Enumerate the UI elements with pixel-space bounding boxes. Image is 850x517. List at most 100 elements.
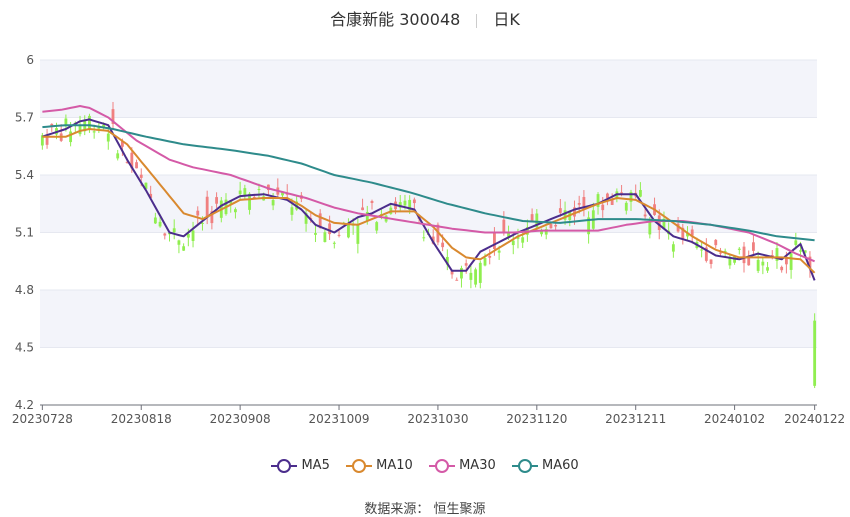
candle-body — [398, 202, 402, 208]
legend-item-ma60[interactable]: MA60 — [511, 458, 579, 473]
ma-lines — [42, 105, 816, 281]
candle-body — [135, 162, 138, 169]
candle-body — [191, 230, 195, 241]
y-tick-label: 5.7 — [15, 111, 34, 125]
candle-body — [347, 224, 350, 238]
x-tick-label: 20230818 — [111, 412, 172, 426]
candle-body — [196, 210, 200, 216]
candle-body — [290, 207, 294, 215]
x-tick-label: 20231030 — [407, 412, 468, 426]
candle-body — [813, 320, 817, 386]
candle-body — [662, 218, 666, 229]
candle-body — [582, 196, 586, 210]
candle-body — [540, 230, 543, 235]
candle-body — [210, 211, 214, 224]
candle-body — [671, 244, 675, 252]
candle-body — [205, 196, 209, 217]
candle-body — [234, 209, 237, 213]
candle-body — [252, 196, 256, 198]
candle-body — [304, 213, 308, 224]
candle-body — [78, 124, 82, 135]
candle-body — [493, 233, 496, 249]
candle-body — [681, 227, 685, 240]
y-tick-label: 5.1 — [15, 226, 34, 240]
candle-body — [728, 256, 732, 266]
x-tick-label: 20230908 — [210, 412, 271, 426]
candle-body — [106, 133, 110, 142]
candle-body — [544, 229, 548, 235]
candle-body — [412, 199, 416, 204]
candle-body — [719, 252, 722, 254]
legend-item-ma10[interactable]: MA10 — [346, 458, 413, 473]
candle-body — [714, 239, 718, 246]
x-axis-ticks: 20230728 20230818 20230908 20231009 20231030… — [12, 405, 845, 426]
candle-body — [521, 237, 525, 243]
candle-body — [318, 213, 322, 228]
candle-body — [799, 250, 802, 252]
x-tick-label: 20230728 — [12, 412, 73, 426]
x-tick-label: 20231120 — [506, 412, 567, 426]
period-label: 日K — [493, 10, 520, 29]
legend-marker-ma30 — [428, 458, 455, 473]
x-tick-label: 20231211 — [605, 412, 666, 426]
y-tick-label: 5.4 — [15, 168, 34, 182]
plot-band — [40, 117, 817, 175]
candle-body — [356, 224, 360, 244]
candle-body — [620, 192, 623, 194]
plot-band — [40, 232, 817, 290]
candle-body — [323, 232, 327, 243]
candle-body — [182, 246, 186, 251]
ma-line-ma10 — [42, 128, 816, 274]
candle-body — [375, 222, 379, 231]
legend-item-ma5[interactable]: MA5 — [271, 458, 330, 473]
candle-body — [365, 211, 369, 222]
candle-body — [116, 153, 120, 159]
candle-body — [172, 228, 176, 233]
candle-body — [596, 194, 600, 207]
candle-body — [558, 208, 562, 213]
candle-body — [201, 222, 204, 224]
candle-body — [780, 266, 784, 271]
candle-body — [808, 256, 812, 269]
candlestick-chart: 4.24.54.85.15.45.76 20230728 20230818 2023… — [12, 53, 845, 426]
candle-body — [530, 214, 534, 222]
candle-body — [756, 259, 760, 271]
candle-body — [704, 247, 708, 261]
candle-body — [450, 270, 454, 275]
legend-label-ma30: MA30 — [459, 458, 496, 473]
legend-item-ma30[interactable]: MA30 — [428, 458, 496, 473]
x-tick-label: 20240102 — [704, 412, 765, 426]
candle-body — [747, 256, 751, 266]
candle-body — [337, 234, 341, 236]
y-tick-label: 6 — [26, 53, 34, 67]
candle-body — [478, 262, 482, 283]
candle-body — [120, 141, 124, 147]
candle-body — [139, 174, 143, 178]
candle-body — [332, 242, 336, 244]
candle-body — [64, 118, 68, 127]
candle-body — [488, 255, 492, 258]
candle-body — [436, 224, 440, 243]
candle-body — [408, 199, 412, 211]
candle-body — [554, 225, 558, 227]
candle-body — [752, 242, 755, 251]
candle-body — [257, 188, 261, 190]
candle-body — [149, 193, 153, 198]
candle-body — [464, 263, 468, 266]
candle-body — [102, 124, 105, 128]
candle-body — [507, 233, 510, 237]
x-tick-label: 20240122 — [784, 412, 845, 426]
candle-body — [69, 131, 73, 143]
legend-label-ma60: MA60 — [542, 458, 579, 473]
plot-band — [40, 290, 817, 348]
candle-body — [248, 193, 251, 210]
candle-body — [441, 242, 445, 248]
candle-body — [370, 201, 374, 204]
candle-body — [92, 131, 96, 133]
candle-body — [314, 233, 317, 235]
candle-body — [601, 204, 605, 211]
candle-body — [281, 191, 284, 196]
candle-body — [803, 250, 807, 253]
candle-body — [88, 115, 91, 129]
candle-body — [469, 272, 473, 280]
